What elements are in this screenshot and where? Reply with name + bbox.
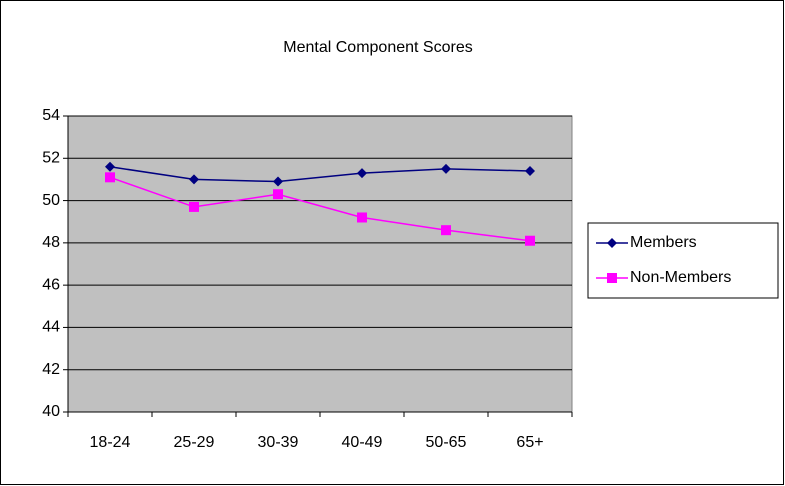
point bbox=[357, 168, 367, 179]
point bbox=[441, 163, 451, 174]
series-line bbox=[109, 176, 531, 242]
point bbox=[189, 201, 199, 212]
y-tick-label: 42 bbox=[42, 361, 60, 378]
point bbox=[273, 176, 283, 187]
point bbox=[525, 165, 535, 176]
x-tick-label: 50-65 bbox=[426, 434, 467, 451]
chart-title: Mental Component Scores bbox=[283, 39, 472, 56]
legend-marker bbox=[607, 273, 617, 283]
y-tick-label: 50 bbox=[42, 192, 60, 209]
legend-label: Members bbox=[630, 234, 697, 251]
legend-marker bbox=[607, 238, 617, 248]
y-tick-label: 48 bbox=[42, 234, 60, 251]
y-tick-label: 46 bbox=[42, 276, 60, 293]
plot-area bbox=[67, 115, 573, 413]
y-tick-label: 54 bbox=[42, 107, 60, 124]
point bbox=[273, 189, 283, 200]
legend-box bbox=[587, 222, 779, 299]
y-tick-label: 52 bbox=[42, 150, 60, 167]
y-tick-label: 40 bbox=[42, 403, 60, 420]
x-tick-label: 65+ bbox=[516, 434, 543, 451]
point bbox=[525, 235, 535, 246]
x-tick-label: 18-24 bbox=[90, 434, 131, 451]
legend-label: Non-Members bbox=[630, 269, 731, 286]
point bbox=[105, 172, 115, 183]
point bbox=[357, 212, 367, 223]
point bbox=[441, 225, 451, 236]
x-tick-label: 40-49 bbox=[342, 434, 383, 451]
point bbox=[189, 174, 199, 185]
point bbox=[105, 161, 115, 172]
x-tick-label: 25-29 bbox=[174, 434, 215, 451]
series-line bbox=[109, 166, 531, 183]
y-tick-label: 44 bbox=[42, 319, 60, 336]
x-tick-label: 30-39 bbox=[258, 434, 299, 451]
